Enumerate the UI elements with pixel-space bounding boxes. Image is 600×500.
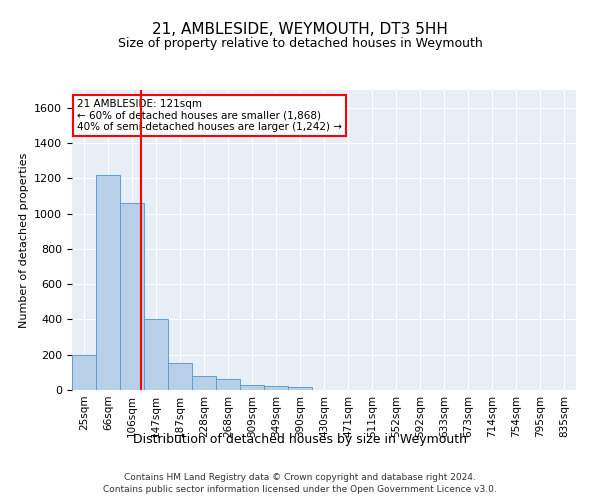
Bar [72, 354, 96, 390]
Bar [96, 174, 120, 390]
Bar [216, 380, 240, 390]
Text: 21 AMBLESIDE: 121sqm
← 60% of detached houses are smaller (1,868)
40% of semi-de: 21 AMBLESIDE: 121sqm ← 60% of detached h… [77, 99, 342, 132]
Bar [288, 388, 312, 390]
Bar [120, 203, 144, 390]
Text: Distribution of detached houses by size in Weymouth: Distribution of detached houses by size … [133, 432, 467, 446]
Bar [144, 320, 168, 390]
Text: 21, AMBLESIDE, WEYMOUTH, DT3 5HH: 21, AMBLESIDE, WEYMOUTH, DT3 5HH [152, 22, 448, 38]
Y-axis label: Number of detached properties: Number of detached properties [19, 152, 29, 328]
Bar [168, 362, 192, 390]
Text: Contains HM Land Registry data © Crown copyright and database right 2024.: Contains HM Land Registry data © Crown c… [124, 472, 476, 482]
Bar [240, 384, 264, 390]
Bar [192, 376, 216, 390]
Text: Size of property relative to detached houses in Weymouth: Size of property relative to detached ho… [118, 38, 482, 51]
Text: Contains public sector information licensed under the Open Government Licence v3: Contains public sector information licen… [103, 485, 497, 494]
Bar [264, 386, 288, 390]
